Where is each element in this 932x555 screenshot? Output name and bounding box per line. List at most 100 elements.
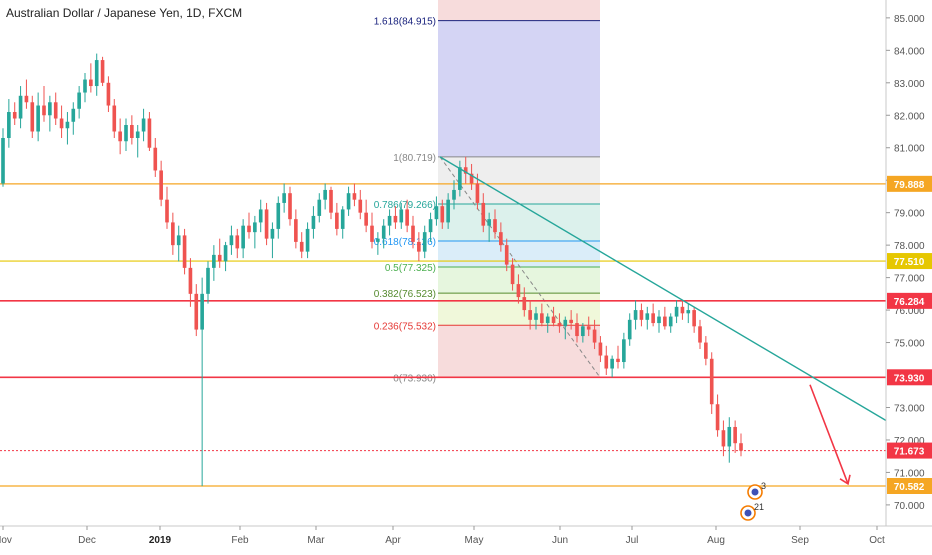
- price-label-box: [887, 292, 932, 309]
- candle-body: [370, 225, 374, 242]
- candle-body: [323, 189, 327, 200]
- price-labels: 79.888 77.510 76.284 73.930 71.673 70.582: [887, 175, 932, 494]
- candle-body: [376, 238, 380, 242]
- y-tick-label: 78.000: [894, 241, 925, 252]
- candle-body: [686, 310, 691, 314]
- candle-body: [135, 131, 140, 138]
- candle-body: [721, 430, 726, 447]
- candle-body: [42, 105, 46, 116]
- price-label-text: 71.673: [894, 447, 925, 458]
- x-tick-label: May: [465, 535, 484, 546]
- candle-body: [458, 167, 462, 190]
- candle-body: [112, 105, 117, 132]
- candle-body: [65, 121, 70, 129]
- candle-body: [200, 293, 204, 330]
- price-label-box: [887, 369, 932, 386]
- candle-body: [522, 297, 527, 311]
- candle-body: [528, 310, 532, 320]
- candle-body: [563, 319, 568, 327]
- candle-body: [551, 316, 556, 324]
- y-tick-label: 79.000: [894, 209, 925, 220]
- candle-body: [411, 225, 415, 242]
- candle-body: [276, 202, 281, 229]
- candle-body: [83, 79, 87, 93]
- fib-level-label: 1(80.719): [393, 153, 436, 164]
- candle-body: [399, 209, 404, 223]
- candle-body: [569, 319, 573, 324]
- y-tick-label: 77.000: [894, 274, 925, 285]
- candle-body: [616, 358, 620, 363]
- candle-body: [674, 306, 679, 317]
- candle-body: [247, 225, 251, 233]
- candle-body: [727, 426, 732, 447]
- candle-body: [106, 82, 111, 106]
- candle-body: [680, 306, 685, 314]
- candle-body: [393, 215, 398, 223]
- candle-body: [446, 199, 450, 223]
- candle-body: [534, 313, 538, 320]
- candle-body: [264, 209, 269, 239]
- fib-zone: [438, 293, 600, 326]
- candle-body: [504, 245, 509, 265]
- fib-zone: [438, 325, 600, 378]
- y-tick-label: 84.000: [894, 46, 925, 57]
- candle-body: [627, 319, 632, 340]
- candle-body: [141, 118, 146, 132]
- candle-body: [53, 102, 58, 119]
- y-tick-label: 75.000: [894, 339, 925, 350]
- event-marker-dot: [744, 509, 752, 517]
- y-tick-label: 70.000: [894, 501, 925, 512]
- candle-body: [130, 125, 134, 138]
- candle-body: [575, 323, 579, 337]
- candle-body: [651, 313, 655, 324]
- candle-body: [604, 355, 609, 369]
- drawings: 3 21: [439, 156, 887, 521]
- candle-body: [124, 125, 128, 142]
- candle-body: [182, 235, 187, 268]
- candle-body: [417, 241, 421, 252]
- candle-body: [24, 95, 29, 103]
- chart-title: Australian Dollar / Japanese Yen, 1D, FX…: [6, 6, 243, 20]
- event-marker-label: 3: [761, 481, 766, 491]
- candle-body: [510, 264, 515, 285]
- candle-body: [610, 358, 614, 369]
- candle-body: [622, 339, 626, 363]
- x-tick-label: Feb: [231, 535, 249, 546]
- candle-body: [165, 199, 169, 223]
- candle-body: [171, 222, 175, 246]
- candle-body: [469, 173, 474, 184]
- candle-body: [422, 232, 427, 252]
- x-tick-label: 2019: [149, 535, 172, 546]
- candle-body: [270, 228, 275, 239]
- candle-body: [586, 326, 591, 330]
- candle-body: [428, 219, 433, 233]
- candle-body: [698, 326, 702, 343]
- candle-body: [709, 358, 714, 405]
- candle-body: [299, 241, 304, 252]
- candle-body: [241, 225, 245, 249]
- price-label-text: 73.930: [894, 373, 925, 384]
- candle-body: [212, 254, 216, 268]
- horizontal-levels: [0, 183, 886, 487]
- candle-body: [30, 102, 35, 132]
- candle-body: [405, 209, 409, 226]
- candle-body: [311, 215, 316, 229]
- price-label-box: [887, 175, 932, 192]
- candle-body: [663, 316, 667, 327]
- candle-body: [229, 235, 234, 246]
- candle-body: [598, 342, 603, 356]
- candle-body: [639, 310, 644, 320]
- price-label-text: 76.284: [894, 297, 925, 308]
- fib-level-label: 0.382(76.523): [374, 289, 436, 300]
- candle-body: [48, 102, 52, 116]
- candle-body: [516, 284, 521, 298]
- candle-body: [288, 193, 292, 220]
- price-label-box: [887, 253, 932, 270]
- candle-body: [194, 293, 199, 330]
- candle-body: [475, 183, 480, 203]
- y-tick-label: 71.000: [894, 468, 925, 479]
- candle-body: [633, 310, 638, 320]
- x-tick-label: Jul: [626, 535, 639, 546]
